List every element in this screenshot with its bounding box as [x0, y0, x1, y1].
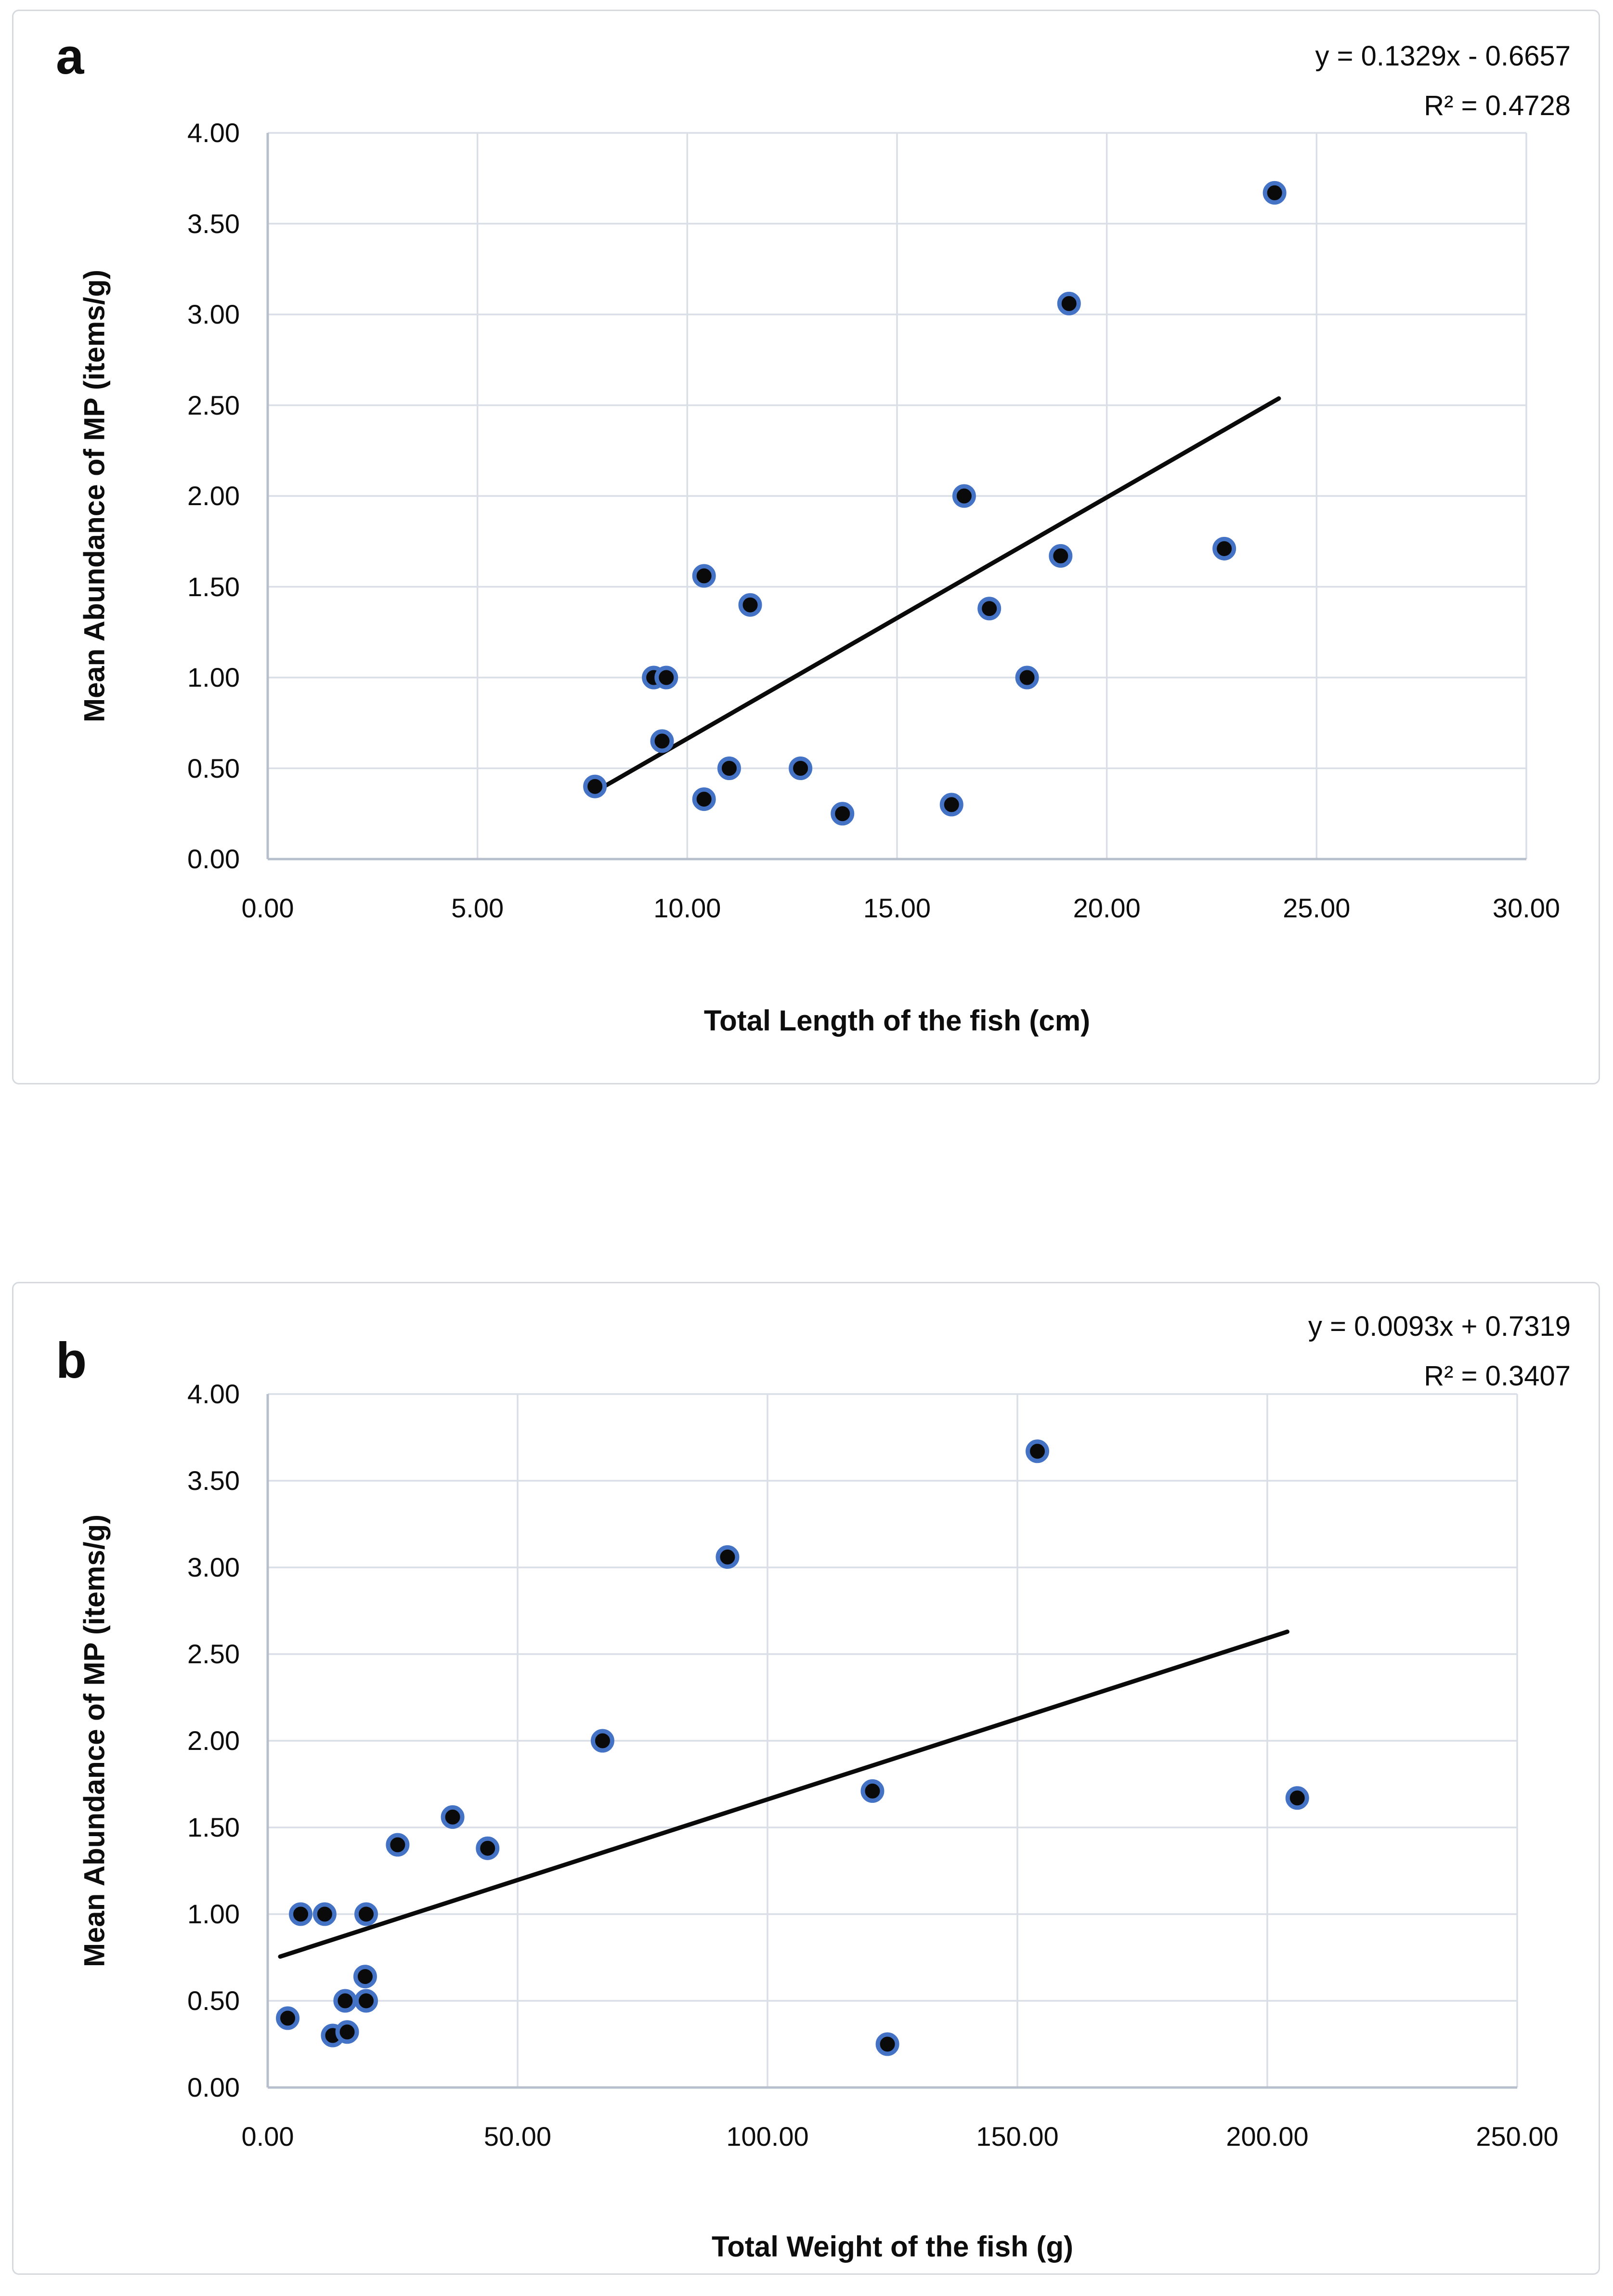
data-point [650, 729, 674, 753]
data-point [692, 787, 716, 811]
x-tick-label: 10.00 [653, 893, 721, 923]
data-point [386, 1833, 410, 1857]
equation-line: y = 0.0093x + 0.7319 [1308, 1311, 1571, 1342]
y-tick-label: 3.00 [187, 299, 240, 329]
equation-line: y = 0.1329x - 0.6657 [1315, 40, 1571, 72]
data-point [590, 1729, 614, 1753]
trendline-equation-a: y = 0.1329x - 0.6657 R² = 0.4728 [1315, 31, 1571, 130]
data-point [692, 564, 716, 588]
panel-b: b y = 0.0093x + 0.7319 R² = 0.3407 Total… [12, 1282, 1600, 2275]
data-point [335, 2020, 359, 2044]
data-point [289, 1902, 313, 1926]
data-point [354, 1902, 378, 1926]
x-axis-title-a: Total Length of the fish (cm) [703, 1004, 1091, 1037]
y-tick-label: 1.00 [187, 1899, 240, 1929]
data-point [789, 757, 813, 780]
data-point [654, 665, 678, 690]
y-tick-label: 4.00 [187, 117, 240, 148]
x-tick-label: 0.00 [241, 2121, 294, 2152]
data-point [875, 2032, 899, 2056]
data-point [1262, 181, 1287, 205]
r-squared-line: R² = 0.3407 [1424, 1360, 1571, 1392]
x-tick-label: 15.00 [863, 893, 931, 923]
x-axis-title-b: Total Weight of the fish (g) [712, 2231, 1073, 2263]
y-tick-label: 2.50 [187, 1639, 240, 1669]
panel-label-b: b [56, 1332, 87, 1389]
y-tick-label: 1.00 [187, 662, 240, 692]
trendline [278, 1630, 1290, 1959]
y-tick-label: 2.50 [187, 390, 240, 420]
y-tick-label: 0.00 [187, 844, 240, 874]
r-squared-line: R² = 0.4728 [1424, 90, 1571, 121]
y-tick-label: 3.50 [187, 208, 240, 239]
data-point [353, 1965, 377, 1989]
y-tick-label: 2.00 [187, 481, 240, 511]
x-tick-label: 25.00 [1283, 893, 1351, 923]
x-tick-label: 5.00 [451, 893, 504, 923]
x-tick-label: 30.00 [1492, 893, 1561, 923]
y-tick-label: 1.50 [187, 1812, 240, 1842]
data-point [831, 802, 855, 826]
panel-label-a: a [56, 28, 84, 85]
data-point [354, 1989, 378, 2013]
data-point [1026, 1439, 1050, 1463]
data-point [952, 484, 976, 508]
data-point [1057, 291, 1081, 315]
data-point [939, 793, 963, 817]
data-point [583, 774, 607, 798]
y-tick-label: 4.00 [187, 1379, 240, 1409]
data-point [860, 1779, 885, 1803]
panel-a: a y = 0.1329x - 0.6657 R² = 0.4728 Total… [12, 10, 1600, 1084]
y-tick-label: 3.00 [187, 1552, 240, 1582]
data-point [738, 593, 762, 617]
data-point [717, 757, 741, 780]
data-point [715, 1545, 740, 1569]
y-tick-label: 1.50 [187, 571, 240, 602]
x-tick-label: 100.00 [726, 2121, 809, 2152]
data-point [333, 1989, 357, 2013]
x-tick-label: 250.00 [1476, 2121, 1559, 2152]
y-tick-label: 0.00 [187, 2072, 240, 2102]
x-tick-label: 200.00 [1226, 2121, 1309, 2152]
data-point [476, 1836, 500, 1860]
y-tick-label: 2.00 [187, 1725, 240, 1756]
y-tick-label: 0.50 [187, 1985, 240, 2016]
scatter-plot-a [266, 132, 1527, 861]
data-point [977, 597, 1002, 621]
x-tick-label: 20.00 [1073, 893, 1141, 923]
y-tick-label: 0.50 [187, 753, 240, 783]
x-tick-label: 0.00 [241, 893, 294, 923]
x-tick-label: 50.00 [483, 2121, 552, 2152]
scatter-plot-b [266, 1393, 1518, 2089]
data-point [1285, 1786, 1309, 1810]
data-point [1015, 665, 1039, 690]
trendline-equation-b: y = 0.0093x + 0.7319 R² = 0.3407 [1308, 1302, 1571, 1401]
data-point [441, 1805, 465, 1829]
x-tick-label: 150.00 [976, 2121, 1059, 2152]
trendline [590, 396, 1281, 796]
y-tick-label: 3.50 [187, 1465, 240, 1496]
data-point [312, 1902, 337, 1926]
data-point [1049, 544, 1073, 568]
data-point [1212, 536, 1236, 561]
data-point [276, 2006, 300, 2030]
